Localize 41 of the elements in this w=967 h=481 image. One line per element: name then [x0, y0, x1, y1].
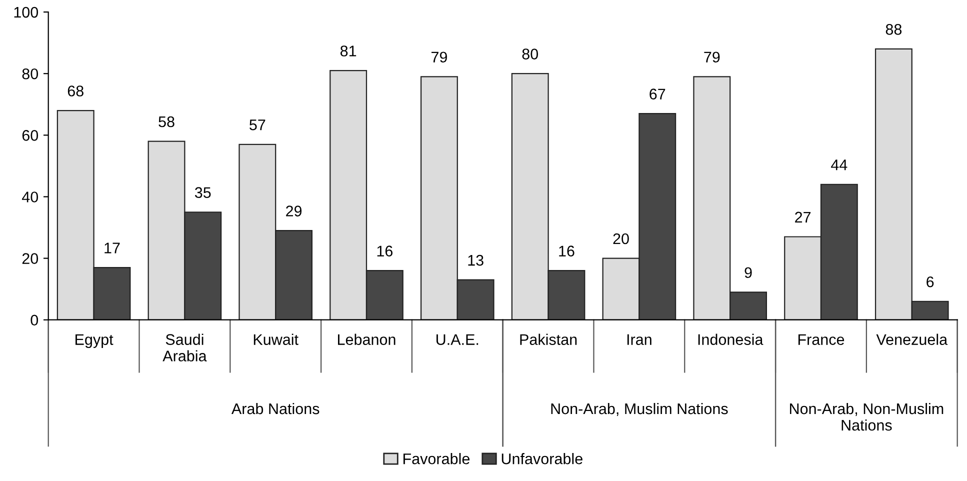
text: Non-Arab, Non-Muslim Nations: [790, 402, 944, 431]
data-label: 27: [795, 212, 811, 222]
text: Arab Nations: [231, 402, 320, 414]
data-label: 29: [286, 206, 302, 216]
y-tick-label: 100: [14, 6, 38, 18]
data-label: 57: [250, 120, 266, 130]
data-label: 16: [559, 246, 574, 256]
legend-label: Favorable: [403, 453, 470, 464]
x-tick-label: U.A.E.: [436, 334, 478, 345]
y-tick-label: 40: [22, 192, 38, 202]
x-tick-label: Egypt: [76, 334, 114, 348]
data-label: 81: [340, 46, 356, 56]
y-tick-label: 20: [22, 253, 38, 264]
x-tick-label: Kuwait: [254, 334, 298, 345]
x-tick-label: Saudi Arabia: [162, 334, 207, 362]
x-tick-label: Iran: [627, 334, 652, 345]
y-tick-label: 0: [30, 314, 38, 326]
x-tick-label: Pakistan: [520, 334, 577, 345]
data-label: 44: [831, 160, 848, 170]
legend-label: Unfavorable: [502, 453, 582, 464]
data-label: 13: [468, 254, 484, 266]
data-label: 6: [926, 276, 934, 288]
x-tick-label: Lebanon: [338, 334, 396, 345]
x-tick-label: Indonesia: [698, 334, 764, 345]
data-label: 17: [104, 242, 120, 254]
data-label: 20: [613, 233, 629, 244]
text: Non-Arab, Muslim Nations: [551, 402, 728, 416]
y-tick-label: 60: [22, 130, 38, 141]
data-label: 35: [194, 187, 211, 198]
x-tick-label: Venezuela: [876, 334, 948, 345]
data-label: 16: [377, 246, 392, 256]
data-label: 88: [886, 24, 902, 35]
data-label: 68: [68, 86, 84, 96]
data-label: 58: [158, 116, 174, 128]
data-label: 9: [744, 267, 752, 278]
data-label: 79: [704, 52, 720, 63]
data-label: 79: [432, 52, 447, 63]
y-tick-label: 80: [22, 68, 38, 80]
x-tick-label: France: [798, 334, 844, 345]
data-label: 67: [650, 88, 666, 100]
data-label: 80: [522, 48, 538, 60]
